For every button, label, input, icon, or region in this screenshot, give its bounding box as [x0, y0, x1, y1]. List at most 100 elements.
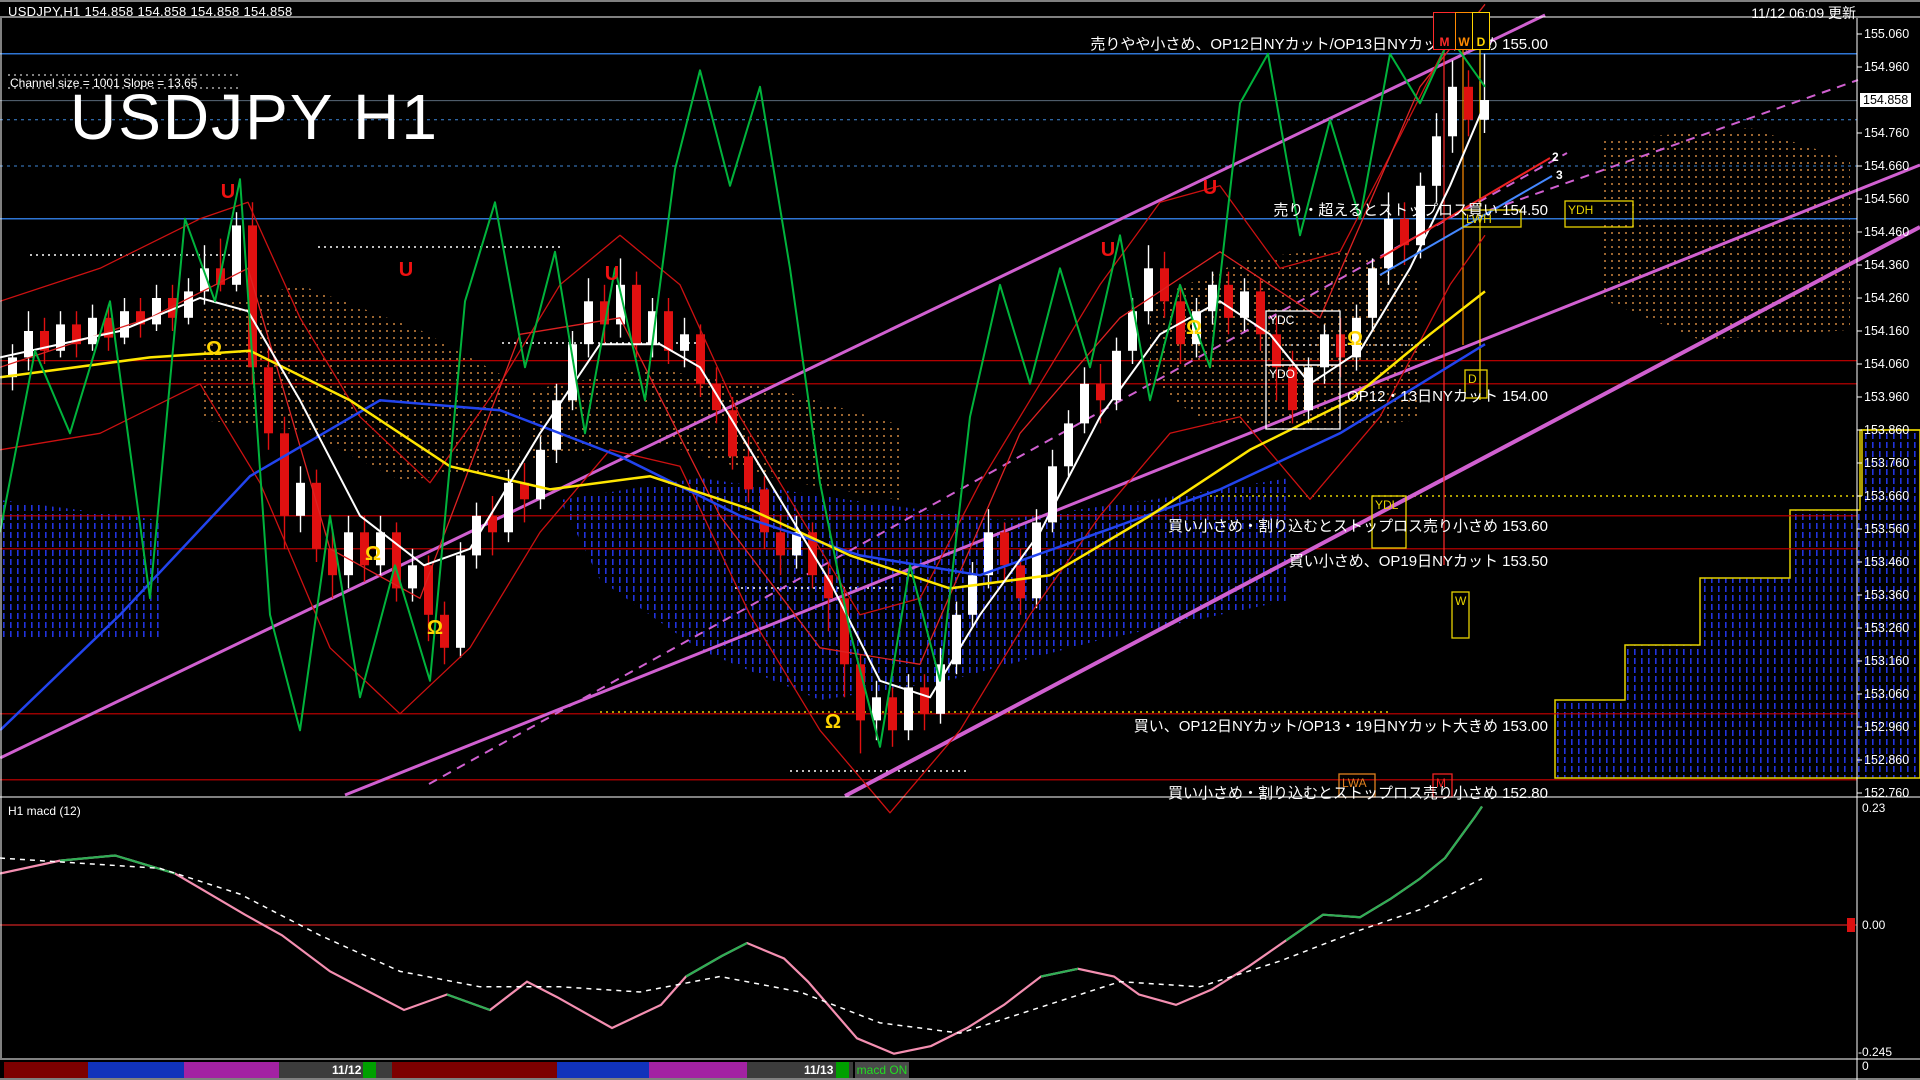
candle-body: [712, 383, 721, 411]
sell-reversal-icon: U: [1203, 177, 1217, 199]
level-label-box: [1564, 200, 1634, 228]
price-axis-label: 154.460: [1864, 225, 1910, 239]
candle-body: [1448, 86, 1457, 137]
candle-body: [1464, 86, 1473, 120]
candle-body: [408, 565, 417, 589]
macd-min-label: -0.245: [1858, 1045, 1893, 1059]
candle-body: [488, 515, 497, 533]
candle-body: [744, 456, 753, 490]
session-bar-segment: [4, 1062, 88, 1078]
candle-body: [104, 317, 113, 338]
price-axis-label: 153.160: [1864, 654, 1910, 668]
candle-body: [344, 532, 353, 576]
candle-body: [984, 532, 993, 576]
macd-line-up: [1040, 967, 1079, 978]
price-axis-label: 153.460: [1864, 555, 1910, 569]
ichimoku-cloud: [200, 285, 520, 480]
sell-reversal-icon: U: [221, 181, 235, 203]
candle-body: [872, 697, 881, 721]
candle-body: [568, 344, 577, 401]
session-bar-segment: [88, 1062, 184, 1078]
macd-line-up: [685, 942, 748, 978]
candle-body: [56, 324, 65, 351]
candle-body: [1320, 334, 1329, 368]
candle-body: [616, 284, 625, 325]
candle-body: [1128, 311, 1137, 351]
candle-body: [168, 298, 177, 318]
level-label-box: [1371, 495, 1407, 549]
candle-body: [392, 532, 401, 589]
candle-body: [1032, 522, 1041, 599]
candle-body: [1384, 218, 1393, 269]
macd-indicator-label: H1 macd (12): [8, 804, 81, 818]
candle-body: [152, 298, 161, 325]
channel-trendline[interactable]: [428, 152, 1568, 785]
candle-body: [600, 301, 609, 325]
session-bar-segment: [649, 1062, 747, 1078]
channel-trendline[interactable]: [0, 13, 1546, 760]
session-bar-green-block: [363, 1062, 376, 1078]
price-axis-label: 155.060: [1864, 27, 1910, 41]
candle-body: [1144, 268, 1153, 312]
price-axis-label: 152.860: [1864, 753, 1910, 767]
channel-trendline[interactable]: [844, 225, 1920, 798]
channel-trendline[interactable]: [344, 163, 1920, 797]
white-ma-line: [0, 102, 1486, 699]
candle-body: [888, 697, 897, 731]
order-flow-annotation: 買い小さめ・割り込むとストップロス売り小さめ 152.80: [1167, 785, 1548, 802]
buy-reversal-icon: Ω: [1186, 317, 1202, 339]
level-label-box: [1451, 591, 1470, 639]
candle-body: [936, 664, 945, 714]
red-env-lower-line: [0, 234, 1486, 814]
candle-body: [536, 449, 545, 500]
candle-body: [136, 311, 145, 325]
level-label-text: LWH: [1466, 212, 1492, 226]
session-bar-segment: [747, 1062, 853, 1078]
current-price-label: 154.858: [1860, 92, 1912, 107]
candle-body: [360, 532, 369, 566]
price-axis-label: 153.660: [1864, 489, 1910, 503]
macd-on-toggle[interactable]: macd ON: [855, 1062, 909, 1078]
price-axis-label: 153.960: [1864, 390, 1910, 404]
order-flow-annotation: 買い小さめ・割り込むとストップロス売り小さめ 153.60: [1167, 518, 1548, 535]
candle-body: [248, 225, 257, 368]
blue-ma-line: [0, 343, 1486, 732]
ichimoku-cloud: [1554, 429, 1920, 779]
candle-body: [632, 284, 641, 345]
price-axis-label: 154.160: [1864, 324, 1910, 338]
price-axis-label: 154.360: [1864, 258, 1910, 272]
level-label-text: D: [1468, 372, 1477, 386]
order-flow-annotation: 買い、OP12日NYカット/OP13・19日NYカット大きめ 153.00: [1133, 718, 1548, 735]
price-axis-label: 153.760: [1864, 456, 1910, 470]
red-env-upper-line: [0, 20, 1486, 616]
session-bar-green-block: [836, 1062, 849, 1078]
price-axis-label: 152.760: [1864, 786, 1910, 800]
candle-body: [904, 687, 913, 731]
macd-zero-label: 0.00: [1862, 918, 1886, 932]
candle-body: [840, 598, 849, 665]
candle-body: [472, 515, 481, 556]
order-flow-annotation: OP12・13日NYカット 154.00: [1347, 388, 1548, 405]
candle-body: [1160, 268, 1169, 302]
candle-body: [1256, 291, 1265, 335]
candle-body: [120, 311, 129, 338]
candle-body: [968, 575, 977, 615]
level-label-text: YDC: [1269, 313, 1295, 327]
candle-body: [1416, 185, 1425, 246]
price-axis-label: 153.260: [1864, 621, 1910, 635]
price-axis-label: 153.360: [1864, 588, 1910, 602]
candle-body: [456, 555, 465, 648]
candle-body: [952, 614, 961, 665]
candle-body: [776, 532, 785, 556]
projection-line: [1379, 157, 1551, 259]
candle-body: [696, 334, 705, 384]
macd-line-down: [0, 805, 1483, 1055]
macd-signal-line: [0, 857, 1483, 1034]
price-axis-label: 154.560: [1864, 192, 1910, 206]
session-bar-segment: [557, 1062, 649, 1078]
candle-body: [1016, 565, 1025, 599]
channel-trendline[interactable]: [1489, 79, 1859, 211]
level-label-text: W: [1455, 594, 1467, 608]
